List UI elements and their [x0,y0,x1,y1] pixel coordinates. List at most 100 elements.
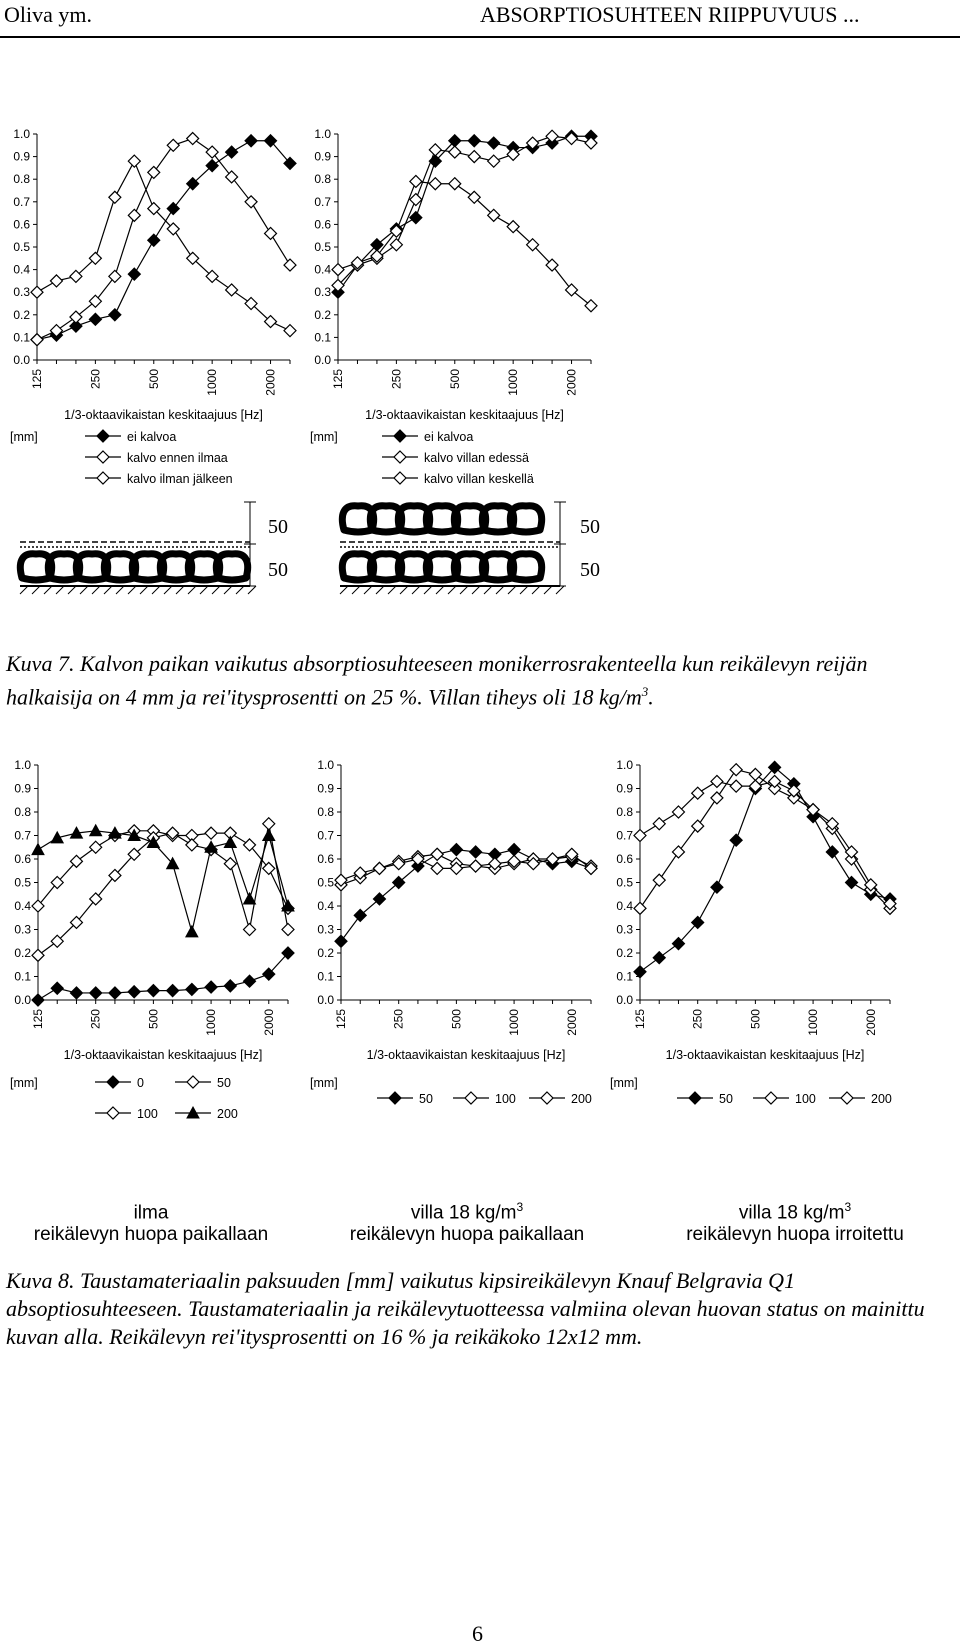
wall-left-hatch [223,585,233,595]
c0-xtick-label: 1000 [205,369,219,396]
c1-ytick-label: 0.9 [314,150,331,164]
c2-series-0-point [88,986,103,1000]
c1-legend-label-2: kalvo villan keskellä [424,472,534,486]
sublabel-wool-felt-off: villa 18 kg/m3 reikälevyn huopa irroitet… [650,1196,940,1246]
c2-series-2-point [69,915,84,930]
c0-legend-label-2: kalvo ilman jälkeen [127,472,233,486]
c3-series-2-point [564,847,579,862]
c1-series-2-point [350,255,365,270]
c2-series-3-point [31,842,45,856]
wool-loop-left [212,550,252,582]
c3-series-0-point [449,842,464,857]
c4-series-0-point [710,880,724,895]
dim-label-left-top: 50 [268,516,288,538]
c0-series-0-point [166,201,181,216]
c1-ytick-label: 0.3 [314,285,331,299]
c4-series-0-point [844,875,859,890]
figure-7-caption-sup: 3 [641,684,649,699]
c1-series-2-point [486,208,501,223]
c3-series-0-point [334,934,348,949]
c2-series-3-point [185,924,199,938]
c2-series-1-point [69,854,84,869]
wool-loop-right-bottom [506,550,546,582]
diagram-left [16,501,257,595]
c0-series-0-point [185,176,200,191]
c4-series-1-point [710,791,724,805]
c1-series-2-point [331,262,345,277]
wool-loop-right-bottom [483,574,513,584]
c2-series-2-point [242,922,257,937]
wall-left-hatch [127,585,137,595]
c0-series-0-point [283,156,297,171]
figure-7-caption: Kuva 7. Kalvon paikan vaikutus absorptio… [6,650,954,711]
c1-series-1-point [584,136,598,150]
wall-left-hatch [211,585,221,595]
c1-series-2-point [564,283,579,297]
sublabel-wool-off-line1: villa 18 kg/m [738,1202,845,1224]
c4-series-2-point [690,786,705,801]
c2-series-3-point [281,898,295,912]
wool-loop-right-bottom [427,574,457,584]
wool-loop-right-bottom [511,574,541,584]
sublabel-wool-on-line2: reikälevyn huopa paikallaan [349,1224,585,1246]
c2-series-0-point [146,983,161,998]
wall-left-hatch [175,585,185,595]
sublabel-wool-felt-on: villa 18 kg/m3 reikälevyn huopa paikalla… [322,1196,612,1246]
c1-series-2-point [428,176,443,191]
c1-series-1-point [447,145,462,159]
c2-ytick-label: 0.5 [14,876,31,890]
figure-7-caption-text: Kuva 7. Kalvon paikan vaikutus absorptio… [6,651,868,710]
c0-series-1-point [30,285,44,300]
c4-series-1-point [652,873,667,887]
wool-loop-right-top [371,526,401,536]
c1-series-2-point [389,224,404,239]
c1-xlabel: 1/3-oktaavikaistan keskitaajuus [Hz] [365,408,564,422]
c0-series-1-point [127,154,142,168]
c4-legend-title: [mm] [610,1076,638,1090]
c2-series-0-point [127,984,142,999]
c2-series-0-point [31,993,45,1007]
c1-ytick-label: 0.1 [314,330,331,344]
c0-series-2-point [185,131,200,146]
c1-ytick-label: 0.8 [314,172,331,186]
c2-series-2-line [37,823,289,956]
c1-series-1-point [506,147,521,162]
c4-series-1-point [748,767,763,782]
wool-loop-left [189,574,219,584]
c2-series-0-point [165,983,180,998]
c0-legend-label-1: kalvo ennen ilmaa [127,451,228,465]
wall-left-hatch [139,585,149,595]
c4-series-1-point [690,819,705,833]
c1-xtick-label: 1000 [506,369,520,396]
c0-legend-marker [96,429,110,443]
c4-legend-label-1: 100 [795,1092,816,1106]
c3-series-2-point [487,856,502,871]
c2-series-0-point [281,946,295,960]
c0-series-0-point [263,133,278,148]
c3-ytick-label: 0.7 [317,829,334,843]
c4-xtick-label: 1000 [806,1009,820,1036]
sublabel-wool-off-line2: reikälevyn huopa irroitettu [686,1224,904,1246]
c0-legend-title: [mm] [10,430,38,444]
c1-series-2-point [447,176,462,191]
c4-series-2-point [786,784,801,798]
wool-loop-right-top [427,526,457,536]
c1-ytick-label: 0.5 [314,240,331,254]
c0-series-2-point [30,332,44,347]
c0-series-0-point [69,319,83,333]
c1-legend-marker [393,429,407,443]
c2-legend-marker [186,1075,200,1089]
c3-series-0-point [507,842,521,857]
c0-series-1-point [185,251,200,266]
c3-series-2-point [507,854,521,869]
c4-series-0-point [729,833,744,848]
c3-series-2-point [334,873,348,887]
c2-series-2-point [184,838,199,852]
c4-series-0-point [633,964,647,979]
diagram-right [338,501,566,595]
c2-ytick-label: 0.6 [14,852,31,866]
c3-series-2-point [411,852,425,866]
wool-loop-right-top [506,502,546,534]
c0-ytick-label: 0.7 [13,195,30,209]
